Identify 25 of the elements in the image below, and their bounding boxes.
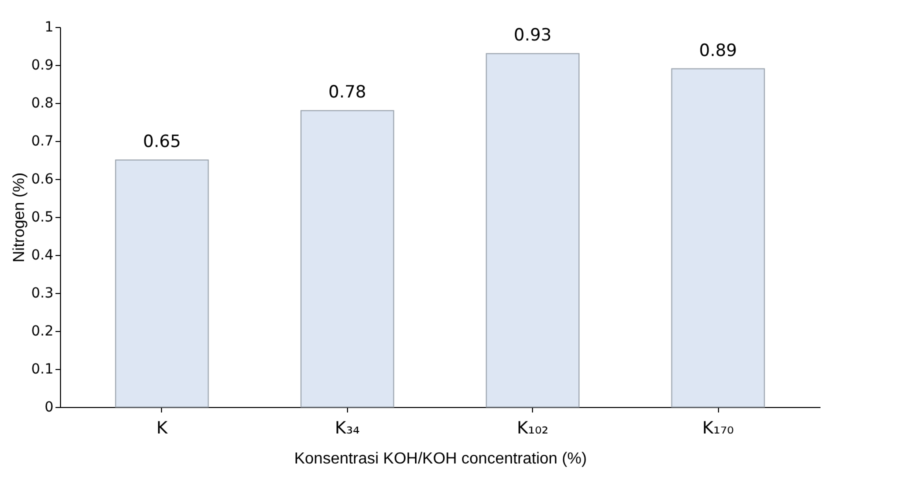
y-tick-label: 0.9 (31, 58, 54, 74)
y-tick-label: 0.7 (31, 134, 54, 150)
bar (300, 110, 394, 408)
x-tick-label: K (156, 418, 168, 438)
y-axis-title: Nitrogen (%) (11, 172, 28, 262)
bar (671, 68, 765, 408)
x-tick-label: K₁₇₀ (702, 418, 734, 438)
data-label: 0.65 (143, 132, 181, 152)
data-label: 0.93 (514, 26, 552, 46)
y-tick-label: 0.5 (31, 210, 54, 226)
y-tick-label: 0.8 (31, 96, 54, 112)
y-tick-label: 0.3 (31, 286, 54, 302)
y-tick-label: 0.2 (31, 324, 54, 340)
bar (115, 160, 209, 408)
x-tick-label: K₁₀₂ (516, 418, 548, 438)
y-tick-label: 1 (44, 20, 54, 36)
y-tick-label: 0 (44, 400, 54, 416)
x-axis-title: Konsentrasi KOH/KOH concentration (%) (294, 450, 587, 468)
data-label: 0.89 (699, 40, 737, 61)
y-tick-label: 0.1 (31, 362, 54, 378)
y-tick-label: 0.6 (31, 172, 54, 188)
y-tick-label: 0.4 (31, 248, 54, 264)
x-tick-label: K₃₄ (334, 418, 360, 438)
bar (486, 53, 580, 408)
data-label: 0.78 (328, 82, 366, 103)
